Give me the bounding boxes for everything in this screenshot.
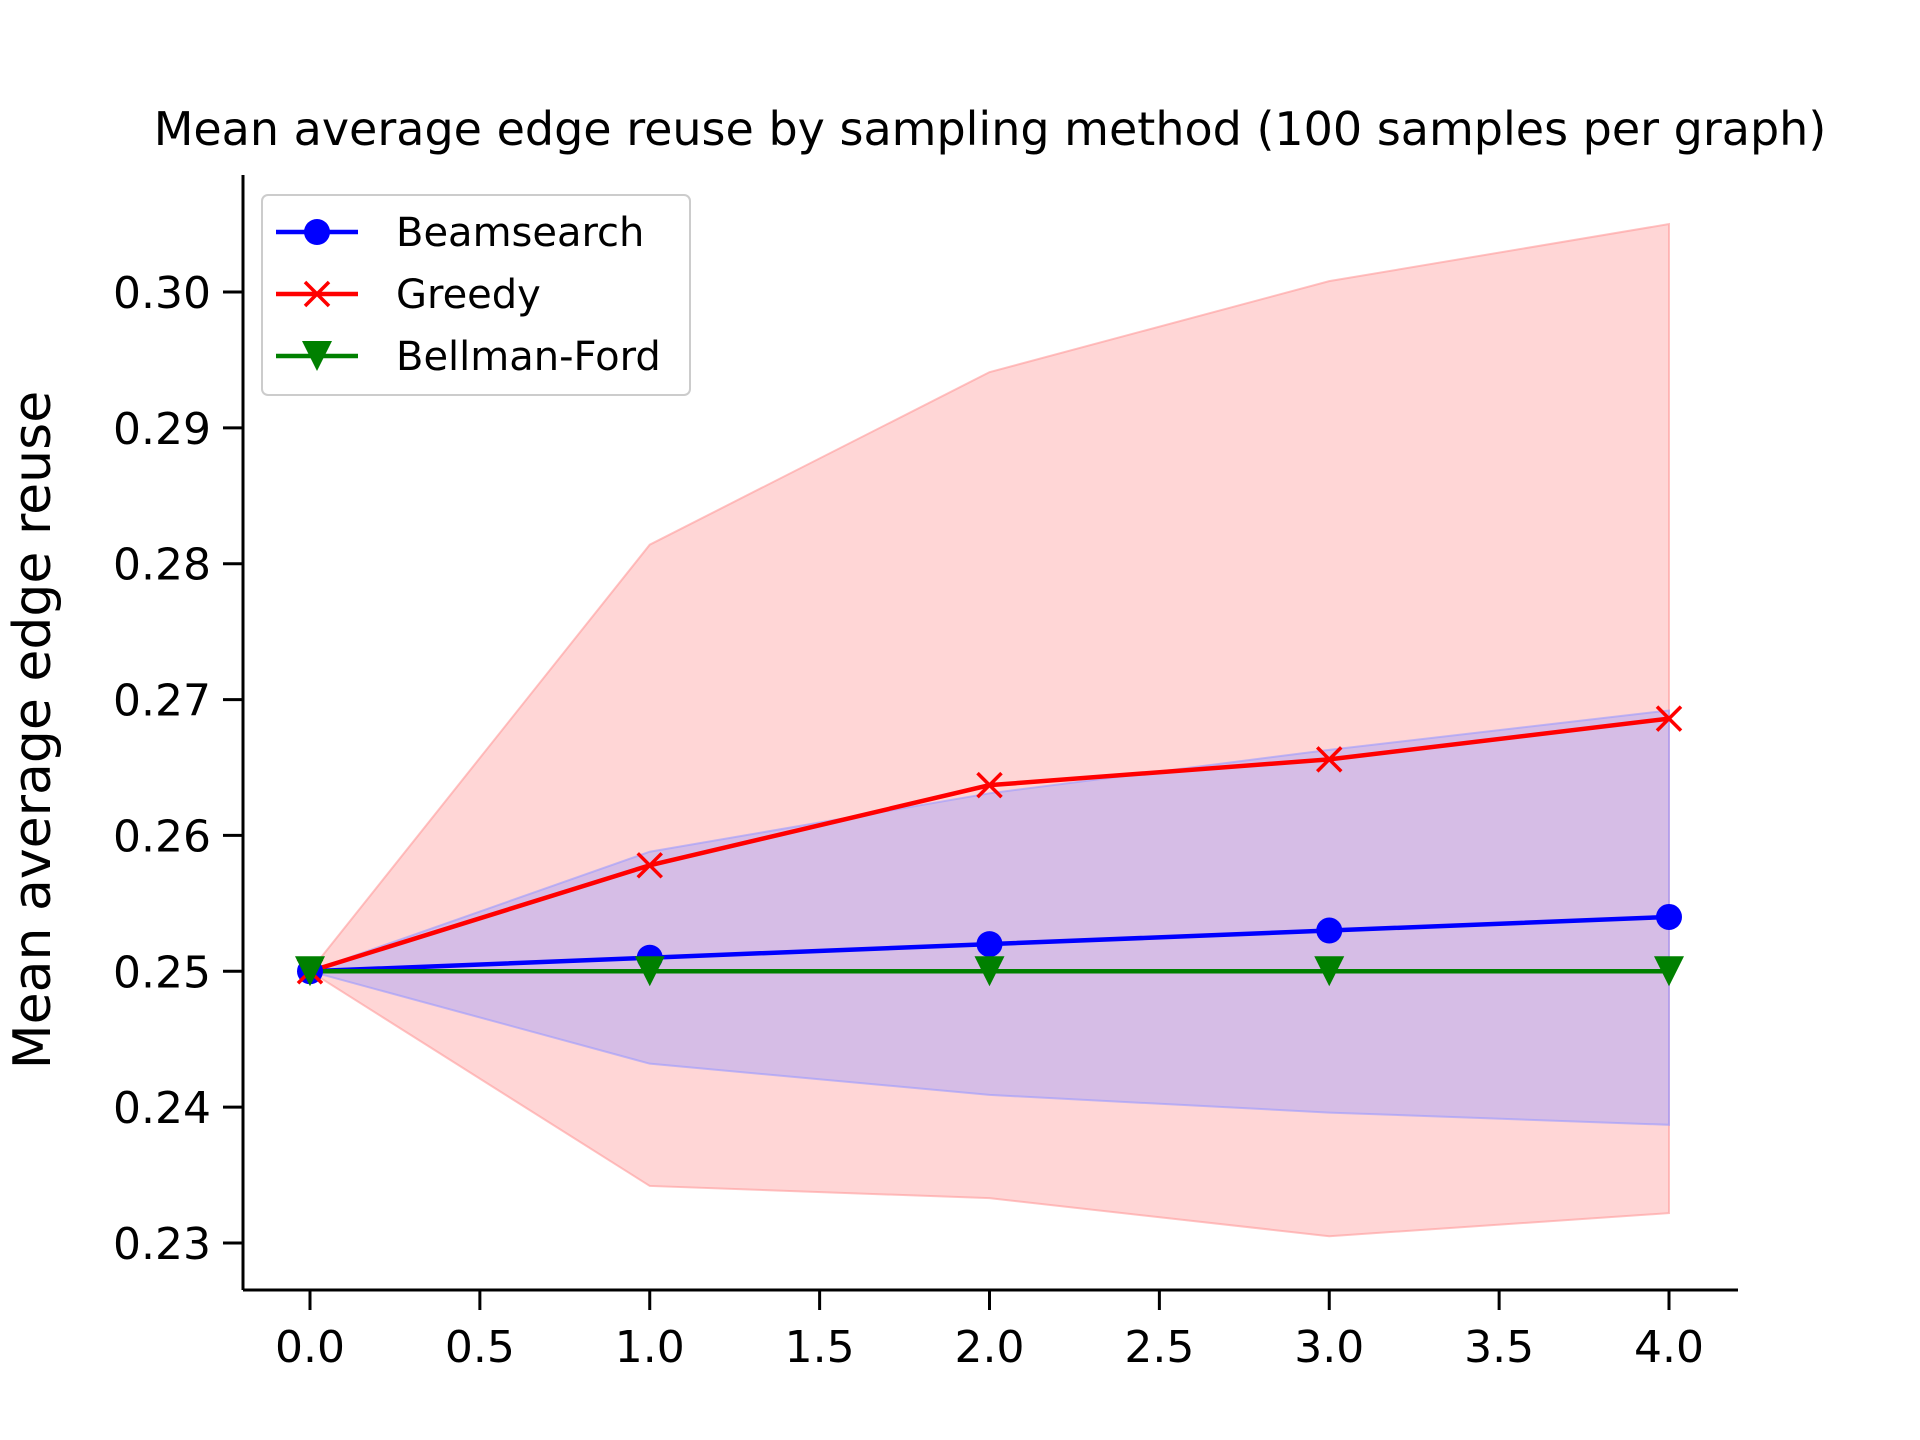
legend-label: Beamsearch xyxy=(396,210,644,256)
x-tick-label: 2.5 xyxy=(1124,1322,1194,1373)
legend-swatch-marker xyxy=(302,341,332,371)
legend-item-bellman-ford: Bellman-Ford xyxy=(276,334,661,380)
bellman-ford-point xyxy=(1314,956,1345,987)
y-tick-label: 0.24 xyxy=(113,1083,211,1134)
bellman-ford-point xyxy=(974,956,1005,987)
x-tick-label: 0.0 xyxy=(275,1322,345,1373)
beamsearch-point xyxy=(1316,917,1343,944)
greedy-point-stroke xyxy=(636,852,663,879)
y-tick-label: 0.25 xyxy=(113,947,211,998)
x-tick-label: 3.0 xyxy=(1294,1322,1364,1373)
x-tick-label: 1.5 xyxy=(785,1322,855,1373)
beamsearch-point xyxy=(976,931,1003,958)
x-tick-label: 4.0 xyxy=(1634,1322,1704,1373)
greedy-point xyxy=(636,852,663,879)
y-tick-label: 0.29 xyxy=(113,404,211,455)
x-tick-label: 1.0 xyxy=(615,1322,685,1373)
x-tick-label: 0.5 xyxy=(445,1322,515,1373)
legend-swatch-marker xyxy=(304,219,330,245)
legend: Beamsearch Greedy Bellman-Ford xyxy=(261,194,691,396)
legend-swatch-marker xyxy=(303,280,331,308)
greedy-point xyxy=(1316,746,1343,773)
beamsearch-point xyxy=(1656,903,1682,930)
legend-label: Bellman-Ford xyxy=(396,334,661,380)
greedy-point-stroke xyxy=(976,771,1003,799)
axes: 0.0 0.5 1.0 1.5 2.0 2.5 3.0 3.5 4.0 0.23 0.24 0.25 0… xyxy=(113,175,1738,1373)
legend-item-beamsearch: Beamsearch xyxy=(276,210,644,256)
chart-title: Mean average edge reuse by sampling meth… xyxy=(154,102,1827,156)
legend-label: Greedy xyxy=(396,272,541,318)
y-tick-label: 0.27 xyxy=(113,676,211,727)
y-tick-label: 0.30 xyxy=(113,268,211,319)
x-tick-label: 3.5 xyxy=(1464,1322,1534,1373)
greedy-point xyxy=(976,771,1003,799)
bellman-ford-point xyxy=(295,956,325,987)
x-tick-label: 2.0 xyxy=(955,1322,1025,1373)
legend-swatch-marker-stroke xyxy=(303,280,331,308)
greedy-point-stroke xyxy=(1655,705,1683,732)
bellman-ford-point xyxy=(634,956,665,987)
bellman-ford-point xyxy=(1654,956,1684,987)
y-tick-label: 0.28 xyxy=(113,540,211,591)
greedy-point xyxy=(1655,705,1683,732)
y-tick-label: 0.23 xyxy=(113,1219,211,1270)
y-tick-label: 0.26 xyxy=(113,811,211,862)
legend-box xyxy=(261,194,691,396)
legend-item-greedy: Greedy xyxy=(276,272,541,318)
series-markers xyxy=(295,705,1684,987)
y-axis-label: Mean average edge reuse xyxy=(3,391,63,1069)
greedy-point-stroke xyxy=(1316,746,1343,773)
